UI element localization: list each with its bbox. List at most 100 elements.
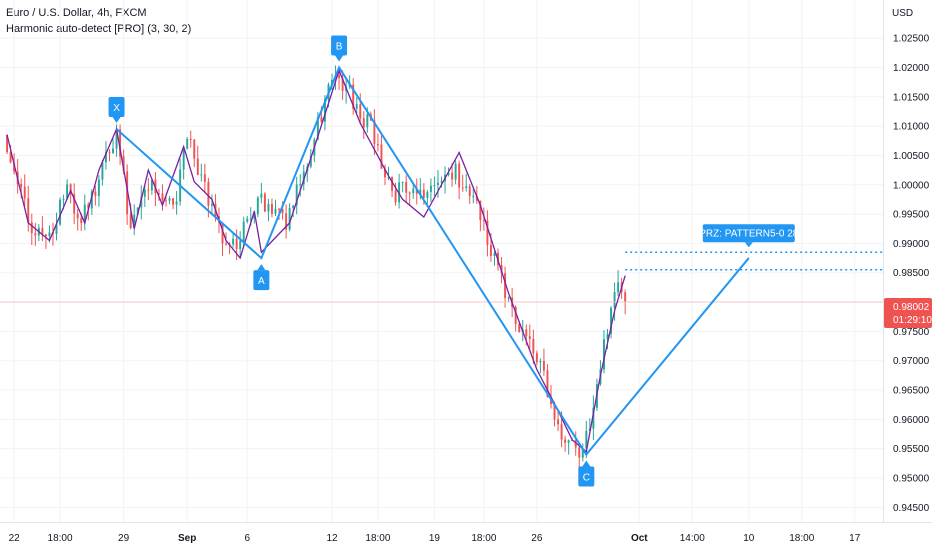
candle-body xyxy=(239,240,242,250)
prz-label-box xyxy=(702,224,795,243)
time-tick-label: 17 xyxy=(849,533,861,544)
price-tick-label: 0.99000 xyxy=(893,239,930,250)
candle-body xyxy=(447,172,450,175)
candle-body xyxy=(603,339,605,370)
candle-body xyxy=(122,156,125,172)
candle-body xyxy=(94,191,97,196)
price-tick-label: 1.02500 xyxy=(893,34,930,45)
candle-body xyxy=(422,189,425,198)
candle-body xyxy=(309,155,312,167)
price-tick-label: 1.01000 xyxy=(893,122,930,133)
price-tick-label: 0.95500 xyxy=(893,444,930,455)
pivot-label-box xyxy=(578,466,595,487)
price-tick-label: 0.98500 xyxy=(893,268,930,279)
harmonic-pattern-legs xyxy=(115,65,750,457)
candle-body xyxy=(362,118,365,128)
candle-body xyxy=(560,424,563,440)
candle-body xyxy=(408,192,411,194)
candle-body xyxy=(168,198,171,201)
candle-body xyxy=(391,177,394,191)
pivot-label-box xyxy=(253,270,270,291)
candle-body xyxy=(34,233,37,236)
candle-body xyxy=(465,186,468,188)
candle-body xyxy=(126,171,129,215)
candle-body xyxy=(376,144,379,146)
candle-body xyxy=(323,98,326,122)
time-tick-label: 18:00 xyxy=(789,533,814,544)
pivot-label-pointer xyxy=(582,460,591,467)
last-price-value: 0.98002 xyxy=(893,302,930,313)
price-tick-label: 1.01500 xyxy=(893,92,930,103)
candle-body xyxy=(458,163,461,188)
candle-body xyxy=(581,448,584,458)
price-tick-label: 0.97500 xyxy=(893,327,930,338)
candle-body xyxy=(493,253,496,256)
pivot-label-pointer xyxy=(257,264,266,271)
candle-body xyxy=(182,148,185,170)
candle-body xyxy=(542,360,545,371)
candle-body xyxy=(161,193,164,201)
candle-body xyxy=(97,179,100,196)
candle-body xyxy=(475,195,478,201)
candle-body xyxy=(256,197,259,215)
candle-body xyxy=(479,200,482,221)
time-tick-label: 18:00 xyxy=(471,533,496,544)
candle-body xyxy=(507,297,510,299)
candle-body xyxy=(196,158,199,176)
candle-body xyxy=(83,204,86,224)
pivot-label-pointer xyxy=(112,117,121,124)
candle-body xyxy=(278,208,280,210)
candle-body xyxy=(157,193,160,195)
candle-body xyxy=(23,186,26,199)
time-tick-label: 22 xyxy=(9,533,21,544)
candle-body xyxy=(355,104,358,109)
candle-body xyxy=(20,184,23,187)
candle-body xyxy=(440,181,443,183)
candle-body xyxy=(108,152,111,154)
time-tick-label: Sep xyxy=(178,533,196,544)
candle-body xyxy=(366,114,369,128)
candle-body xyxy=(359,104,362,119)
candle-body xyxy=(172,198,175,205)
candle-body xyxy=(59,199,62,225)
overlays: X A B C PRZ: PATTERN5-0 28 xyxy=(0,35,883,487)
candle-body xyxy=(564,439,567,443)
candle-body xyxy=(436,182,439,185)
candle-body xyxy=(419,189,422,194)
candle-body xyxy=(76,213,79,219)
candle-body xyxy=(41,227,44,235)
last-price-tag xyxy=(884,298,932,328)
price-tick-label: 1.02000 xyxy=(893,63,930,74)
pivot-label-b: B xyxy=(331,35,348,62)
price-tick-label: 0.99500 xyxy=(893,210,930,221)
pivot-label-pointer xyxy=(335,55,344,62)
pivot-label-box xyxy=(108,97,125,118)
candle-body xyxy=(80,218,83,224)
candle-body xyxy=(472,195,475,197)
candle-body xyxy=(451,172,454,180)
candle-body xyxy=(504,273,507,299)
candle-body xyxy=(242,221,245,241)
candle-body xyxy=(249,218,252,220)
candle-body xyxy=(9,151,12,163)
time-tick-label: 26 xyxy=(531,533,543,544)
candle-body xyxy=(225,243,228,245)
candle-body xyxy=(557,419,560,425)
candle-body xyxy=(461,187,464,189)
candle-body xyxy=(384,168,386,178)
candle-body xyxy=(518,324,521,333)
candle-body xyxy=(553,404,556,420)
candle-body xyxy=(401,181,404,183)
candle-body xyxy=(143,189,146,197)
pivot-label-text: X xyxy=(113,103,120,114)
candle-body xyxy=(260,193,263,198)
candle-body xyxy=(482,220,485,222)
candle-body xyxy=(288,207,291,230)
candle-body xyxy=(30,222,33,234)
candle-body xyxy=(147,189,150,191)
price-tick-label: 1.00500 xyxy=(893,151,930,162)
candle-body xyxy=(567,440,570,443)
time-tick-label: 19 xyxy=(429,533,441,544)
time-tick-label: Oct xyxy=(631,533,648,544)
